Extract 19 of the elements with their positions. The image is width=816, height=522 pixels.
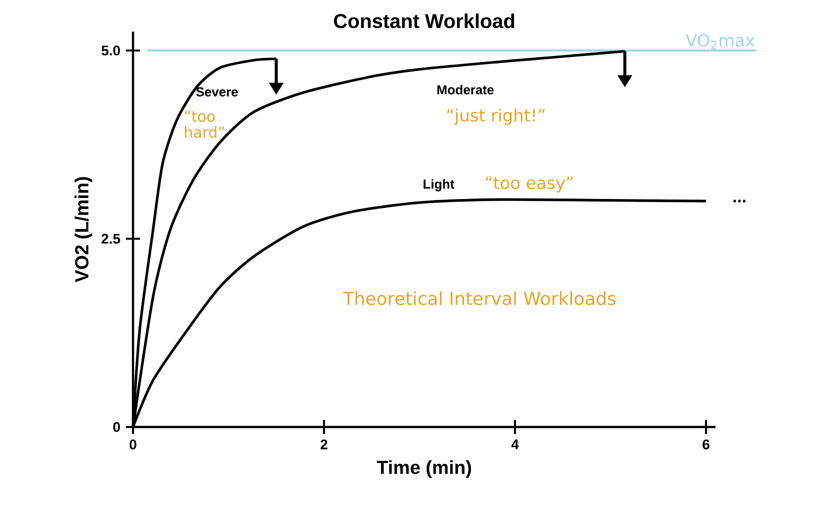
x-tick-label: 4 — [511, 440, 519, 450]
annotation: “just right!” — [447, 108, 545, 125]
annotation: Theoretical Interval Workloads — [342, 291, 616, 306]
text: ... — [734, 200, 746, 202]
x-tick-label: 2 — [320, 439, 328, 450]
y-tick-label: 2.5 — [102, 234, 120, 244]
chart-title: Constant Workload — [334, 14, 514, 28]
x-tick-label: 0 — [130, 439, 136, 450]
ref-line-label: VO$_{2}$max — [686, 34, 755, 50]
x-tick-label: 6 — [702, 439, 710, 450]
series-label: Severe — [196, 87, 238, 96]
annotation: “too hard” — [184, 110, 224, 138]
annotation: “too easy” — [486, 176, 573, 192]
y-tick-label: 5.0 — [102, 46, 120, 56]
y-axis-title: VO2 (L/min) — [74, 177, 92, 282]
series-label: Moderate — [437, 84, 494, 94]
series-label: Light — [424, 179, 454, 192]
y-tick-label: 0 — [113, 422, 120, 432]
x-axis-title: Time (min) — [376, 460, 472, 478]
